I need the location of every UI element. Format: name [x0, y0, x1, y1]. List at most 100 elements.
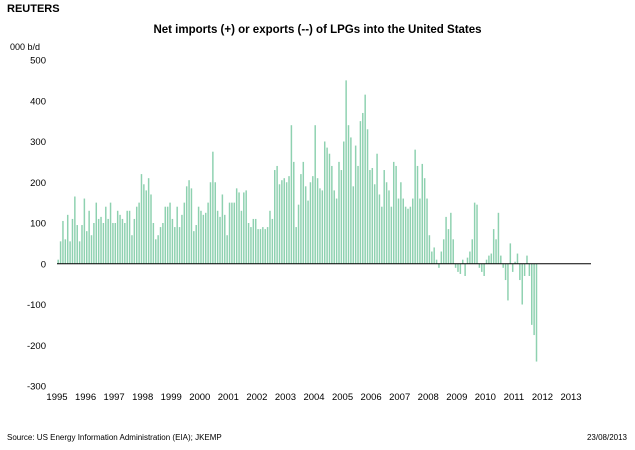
bar [288, 176, 290, 264]
bar [88, 210, 90, 264]
bar [83, 198, 86, 264]
bar [140, 174, 143, 264]
bar [283, 178, 285, 264]
x-tick-label: 1997 [104, 392, 125, 403]
bar [312, 176, 314, 264]
bar [93, 223, 95, 264]
bar [105, 206, 107, 264]
x-tick-label: 1996 [75, 392, 96, 403]
bar [481, 263, 483, 272]
bar [304, 186, 307, 264]
bar [426, 198, 428, 264]
bar [509, 243, 512, 264]
bar [333, 190, 335, 264]
bar [233, 202, 236, 264]
bar [352, 186, 355, 264]
bar [293, 161, 295, 264]
bar [112, 223, 114, 264]
bar [392, 161, 395, 264]
bar [416, 165, 419, 264]
bar [478, 263, 481, 268]
bar [314, 125, 316, 264]
bar [133, 218, 136, 264]
bar [364, 94, 366, 264]
bar [531, 263, 533, 325]
bar [276, 165, 278, 264]
bar [419, 198, 421, 264]
bar [150, 194, 152, 264]
bar [221, 194, 224, 264]
bar [57, 259, 59, 264]
y-tick-label: 100 [30, 219, 46, 230]
bar [492, 229, 495, 264]
bar [328, 153, 331, 264]
bar [78, 241, 81, 264]
bar [502, 263, 504, 268]
bar [281, 180, 283, 264]
bar [457, 263, 459, 272]
bar [376, 153, 378, 264]
bar [514, 261, 516, 264]
bar [473, 202, 476, 264]
bar [200, 210, 202, 264]
bar [193, 231, 195, 264]
bar [307, 200, 309, 264]
bar [442, 239, 445, 264]
bar [388, 190, 390, 264]
y-tick-label: 300 [30, 137, 46, 148]
x-tick-label: 1999 [161, 392, 182, 403]
bar [278, 184, 281, 264]
publish-date: 23/08/2013 [586, 433, 627, 442]
x-tick-label: 2010 [475, 392, 496, 403]
bar [395, 165, 397, 264]
bar [321, 190, 324, 264]
bar [404, 206, 407, 264]
bar [188, 180, 190, 264]
bar [235, 188, 238, 264]
x-tick-label: 2003 [275, 392, 296, 403]
bar [240, 210, 243, 264]
bar [359, 121, 362, 264]
bar [366, 129, 369, 264]
bar [516, 253, 519, 264]
bar [228, 202, 231, 264]
bar [116, 210, 119, 264]
brand-logo-text: REUTERS [7, 3, 60, 15]
bar [414, 149, 416, 264]
bar [383, 170, 385, 264]
bar [331, 165, 333, 264]
bar [71, 218, 74, 264]
y-axis-ticks: 500 400 300 200 100 0 -100 -200 -300 [27, 56, 46, 393]
bar [181, 214, 183, 264]
bar [147, 178, 150, 264]
bar [202, 214, 205, 264]
bar [433, 247, 435, 264]
bar [183, 202, 186, 264]
y-tick-label: 500 [30, 56, 46, 67]
bar [124, 223, 126, 264]
bar [254, 218, 257, 264]
x-tick-label: 2012 [532, 392, 553, 403]
bar [450, 212, 452, 264]
bar [178, 227, 181, 264]
bar-series [57, 80, 538, 362]
x-tick-label: 2009 [446, 392, 467, 403]
bar [185, 186, 188, 264]
bar [369, 170, 371, 264]
bar [483, 263, 485, 276]
bar [90, 235, 93, 264]
bar [340, 170, 343, 264]
bar [131, 235, 133, 264]
bar [523, 263, 526, 276]
bar [274, 170, 276, 264]
bar [454, 263, 457, 268]
y-tick-label: 200 [30, 178, 46, 189]
bar [102, 223, 105, 264]
bar [262, 227, 264, 264]
bar [152, 223, 155, 264]
bar [452, 239, 454, 264]
bar [428, 235, 431, 264]
bar [362, 112, 364, 264]
bar [345, 80, 347, 264]
x-tick-label: 2004 [303, 392, 324, 403]
